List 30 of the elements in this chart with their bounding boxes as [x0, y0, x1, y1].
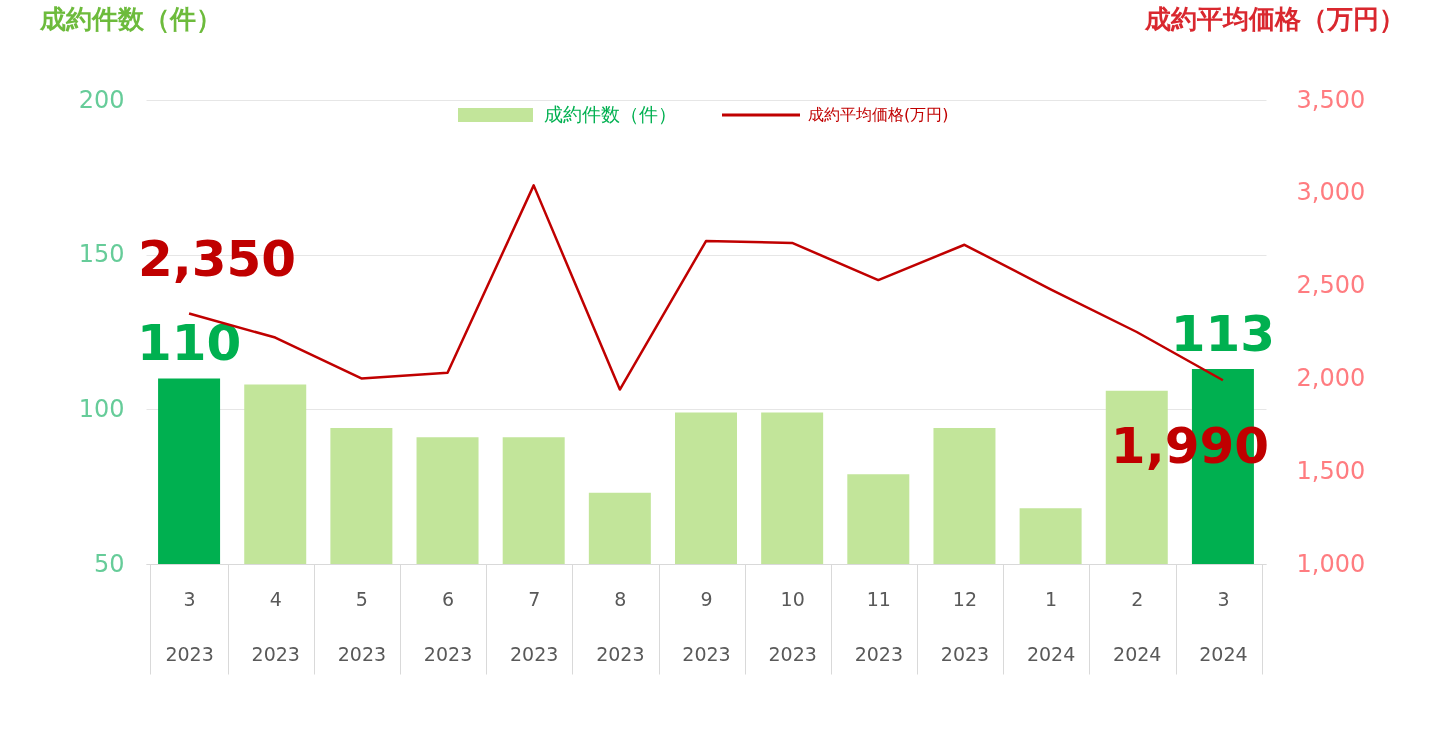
- y-tick-label: 150: [78, 240, 125, 269]
- y-tick-label: 200: [78, 85, 125, 114]
- category-label: 3 2023: [165, 587, 214, 665]
- category-label: 6 2023: [423, 587, 473, 665]
- category-label: 5 2023: [337, 587, 387, 665]
- category-label: 8 2023: [596, 587, 645, 665]
- category-label: 10 2023: [768, 587, 817, 665]
- y2-tick-label: 2,500: [1296, 271, 1366, 300]
- y2-tick-label: 1,000: [1296, 549, 1366, 578]
- y-axis-title: 成約件数（件）: [39, 4, 222, 34]
- legend-label: 成約平均価格(万円): [808, 105, 949, 124]
- category-label: 1 2024: [1026, 587, 1076, 665]
- category-label: 12 2023: [940, 587, 990, 665]
- category-label: 9 2023: [682, 587, 731, 665]
- y-tick-label: 50: [93, 549, 125, 578]
- y2-axis-title: 成約平均価格（万円）: [1144, 4, 1405, 34]
- y-tick-label: 100: [78, 394, 125, 423]
- category-label: 2 2024: [1113, 587, 1162, 665]
- legend-label: 成約件数（件）: [544, 103, 677, 125]
- category-label: 3 2024: [1199, 587, 1248, 665]
- y2-tick-label: 3,000: [1296, 178, 1366, 207]
- y2-tick-label: 2,000: [1296, 363, 1366, 392]
- data-label: 113: [1170, 305, 1276, 364]
- y2-tick-label: 1,500: [1296, 456, 1366, 485]
- data-label: 2,350: [138, 230, 297, 289]
- data-label: 110: [136, 314, 242, 373]
- category-label: 11 2023: [854, 587, 903, 665]
- category-label: 7 2023: [510, 587, 559, 665]
- category-label: 4 2023: [251, 587, 300, 665]
- y2-tick-label: 3,500: [1296, 85, 1366, 114]
